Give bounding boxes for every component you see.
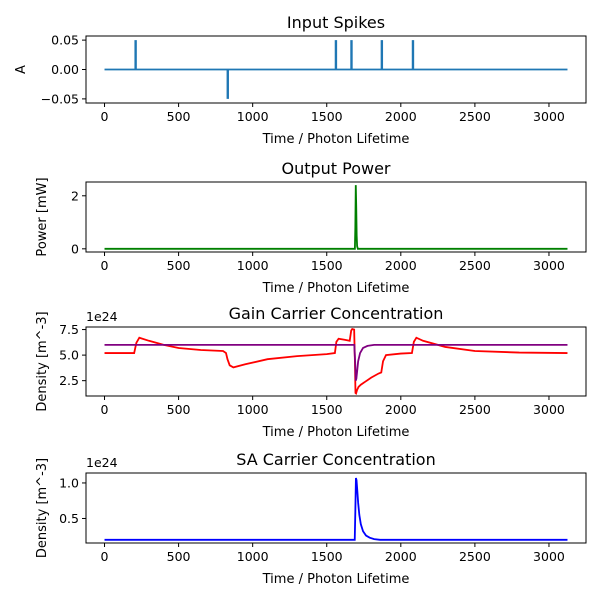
y-axis-label: Density [m^-3] bbox=[35, 458, 50, 558]
x-tick-label: 2500 bbox=[459, 258, 491, 273]
x-tick-label: 1000 bbox=[237, 109, 269, 124]
x-tick-label: 2000 bbox=[385, 402, 417, 417]
axes-frame bbox=[85, 181, 587, 253]
x-tick-label: 1000 bbox=[237, 402, 269, 417]
y-axis-label: Power [mW] bbox=[35, 177, 50, 256]
chart-title: SA Carrier Concentration bbox=[236, 450, 435, 469]
y-axis-label: Density [m^-3] bbox=[35, 311, 50, 411]
x-tick-label: 500 bbox=[167, 258, 191, 273]
x-tick-label: 0 bbox=[101, 402, 109, 417]
chart-panel-1: 0 500 1000 1500 2000 2500 3000 0.05 0.00 −0.05 Inp… bbox=[14, 13, 587, 147]
x-tick-label: 1500 bbox=[311, 402, 343, 417]
y-tick-label: 0.05 bbox=[51, 33, 79, 48]
x-tick-label: 1000 bbox=[237, 258, 269, 273]
chart-panel-2: 0 500 1000 1500 2000 2500 3000 0 2 Output Power Ti… bbox=[35, 159, 587, 296]
x-tick-label: 2000 bbox=[385, 258, 417, 273]
y-tick-label: −0.05 bbox=[41, 91, 79, 106]
x-axis-label: Time / Photon Lifetime bbox=[262, 132, 410, 147]
axes-frame bbox=[85, 472, 587, 544]
x-tick-label: 1000 bbox=[237, 549, 269, 564]
y-tick-label: 0.00 bbox=[51, 62, 79, 77]
y-tick-label: 7.5 bbox=[59, 322, 79, 337]
y-tick-label: 0 bbox=[71, 241, 79, 256]
x-tick-label: 1500 bbox=[311, 549, 343, 564]
y-tick-label: 0.5 bbox=[59, 511, 79, 526]
x-axis-label: Time / Photon Lifetime bbox=[262, 425, 410, 440]
x-tick-label: 3000 bbox=[533, 549, 565, 564]
x-axis-label: Time / Photon Lifetime bbox=[262, 572, 410, 587]
x-tick-label: 3000 bbox=[533, 109, 565, 124]
x-tick-label: 2000 bbox=[385, 549, 417, 564]
y-tick-label: 2 bbox=[71, 188, 79, 203]
x-tick-label: 3000 bbox=[533, 402, 565, 417]
x-tick-label: 500 bbox=[167, 549, 191, 564]
x-tick-label: 1500 bbox=[311, 109, 343, 124]
chart-panel-3: 0 500 1000 1500 2000 2500 3000 2.5 5.0 7.5 Gain Ca… bbox=[35, 304, 587, 440]
x-tick-label: 2500 bbox=[459, 402, 491, 417]
axes-frame bbox=[85, 326, 587, 397]
series-line-1 bbox=[104, 477, 568, 541]
axis-offset-text: 1e24 bbox=[86, 455, 118, 470]
series-line-2 bbox=[104, 343, 568, 381]
series-line-1 bbox=[104, 40, 568, 99]
x-tick-label: 2500 bbox=[459, 109, 491, 124]
y-tick-label: 2.5 bbox=[59, 373, 79, 388]
x-tick-label: 500 bbox=[167, 402, 191, 417]
x-tick-label: 2000 bbox=[385, 109, 417, 124]
chart-title: Gain Carrier Concentration bbox=[229, 304, 444, 323]
x-tick-label: 0 bbox=[101, 258, 109, 273]
axis-offset-text: 1e24 bbox=[86, 309, 118, 324]
x-tick-label: 1500 bbox=[311, 258, 343, 273]
x-tick-label: 2500 bbox=[459, 549, 491, 564]
chart-panel-4: 0 500 1000 1500 2000 2500 3000 0.5 1.0 SA Carrier… bbox=[35, 450, 587, 587]
series-line-1 bbox=[104, 328, 568, 396]
x-tick-label: 0 bbox=[101, 109, 109, 124]
chart-title: Output Power bbox=[281, 159, 390, 178]
y-tick-label: 5.0 bbox=[59, 348, 79, 363]
x-tick-label: 500 bbox=[167, 109, 191, 124]
chart-title: Input Spikes bbox=[287, 13, 385, 32]
x-tick-label: 0 bbox=[101, 549, 109, 564]
x-tick-label: 3000 bbox=[533, 258, 565, 273]
x-axis-label: Time / Photon Lifetime bbox=[262, 281, 410, 296]
series-line-1 bbox=[104, 185, 568, 250]
y-axis-label: A bbox=[14, 65, 29, 74]
y-tick-label: 1.0 bbox=[59, 475, 79, 490]
